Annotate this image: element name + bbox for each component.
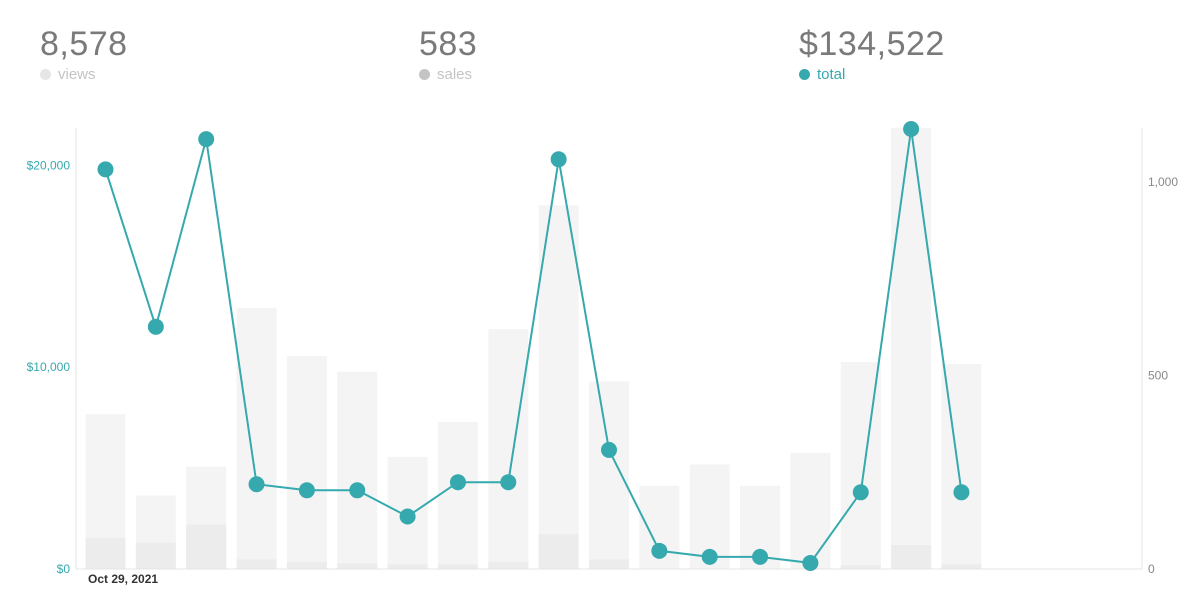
views-bar [589, 381, 629, 569]
total-point[interactable] [147, 318, 164, 335]
right-axis-ticks: 0 500 1,000 [1148, 175, 1178, 576]
right-axis-tick-label: 0 [1148, 562, 1155, 576]
sales-bar [437, 564, 478, 569]
views-bar [891, 128, 932, 569]
left-axis-ticks: $0 $10,000 $20,000 [27, 158, 71, 576]
total-label: total [817, 66, 846, 83]
total-point[interactable] [500, 474, 517, 491]
views-bar [337, 371, 378, 569]
total-point[interactable] [752, 548, 769, 565]
sales-bar [387, 564, 428, 569]
sales-bar [186, 524, 227, 569]
total-point[interactable] [449, 474, 466, 491]
total-point[interactable] [198, 131, 215, 148]
total-amount: $134,522 [799, 25, 945, 63]
x-axis-start-label: Oct 29, 2021 [88, 572, 158, 586]
views-bar [437, 422, 478, 569]
views-bar [286, 356, 327, 569]
sales-bar [538, 534, 579, 569]
total-point[interactable] [651, 542, 668, 559]
views-bar [236, 307, 277, 569]
total-stat: $134,522 total [799, 24, 945, 83]
total-point[interactable] [701, 548, 718, 565]
sales-bar [589, 559, 629, 569]
views-bar [488, 329, 529, 569]
total-legend-dot [799, 69, 810, 80]
total-point[interactable] [298, 482, 315, 499]
total-point[interactable] [550, 151, 567, 168]
sales-label: sales [437, 66, 473, 83]
sales-bar [236, 559, 277, 569]
total-line [104, 128, 963, 564]
right-axis-tick-label: 1,000 [1148, 175, 1178, 189]
total-point[interactable] [248, 476, 265, 493]
sales-bar [488, 562, 529, 569]
views-legend-dot [40, 69, 51, 80]
sales-bar [286, 562, 327, 569]
right-axis-tick-label: 500 [1148, 369, 1168, 383]
views-stat: 8,578 views [40, 24, 128, 83]
sales-bars [85, 524, 982, 569]
sales-bar [337, 563, 378, 569]
total-line-series [97, 121, 970, 571]
views-count: 8,578 [40, 25, 128, 63]
left-axis-tick-label: $0 [57, 562, 71, 576]
left-axis-tick-label: $20,000 [27, 158, 71, 172]
total-point[interactable] [953, 484, 970, 501]
sales-legend-dot [419, 69, 430, 80]
sales-bar [85, 538, 126, 569]
left-axis-tick-label: $10,000 [27, 360, 71, 374]
views-label: views [58, 66, 96, 83]
sales-bar [891, 545, 932, 569]
total-point[interactable] [802, 554, 819, 571]
sales-stat: 583 sales [419, 24, 477, 83]
views-bar [790, 452, 831, 569]
sales-count: 583 [419, 25, 478, 63]
sales-bar [941, 564, 982, 569]
total-point[interactable] [349, 482, 366, 499]
views-bar [538, 205, 579, 570]
sales-bar [840, 565, 881, 569]
views-bars [85, 128, 982, 570]
total-point[interactable] [601, 441, 617, 458]
sales-bar [135, 542, 176, 569]
total-point[interactable] [97, 161, 114, 178]
total-point[interactable] [852, 484, 869, 501]
total-point[interactable] [903, 121, 920, 138]
total-point[interactable] [399, 508, 416, 525]
